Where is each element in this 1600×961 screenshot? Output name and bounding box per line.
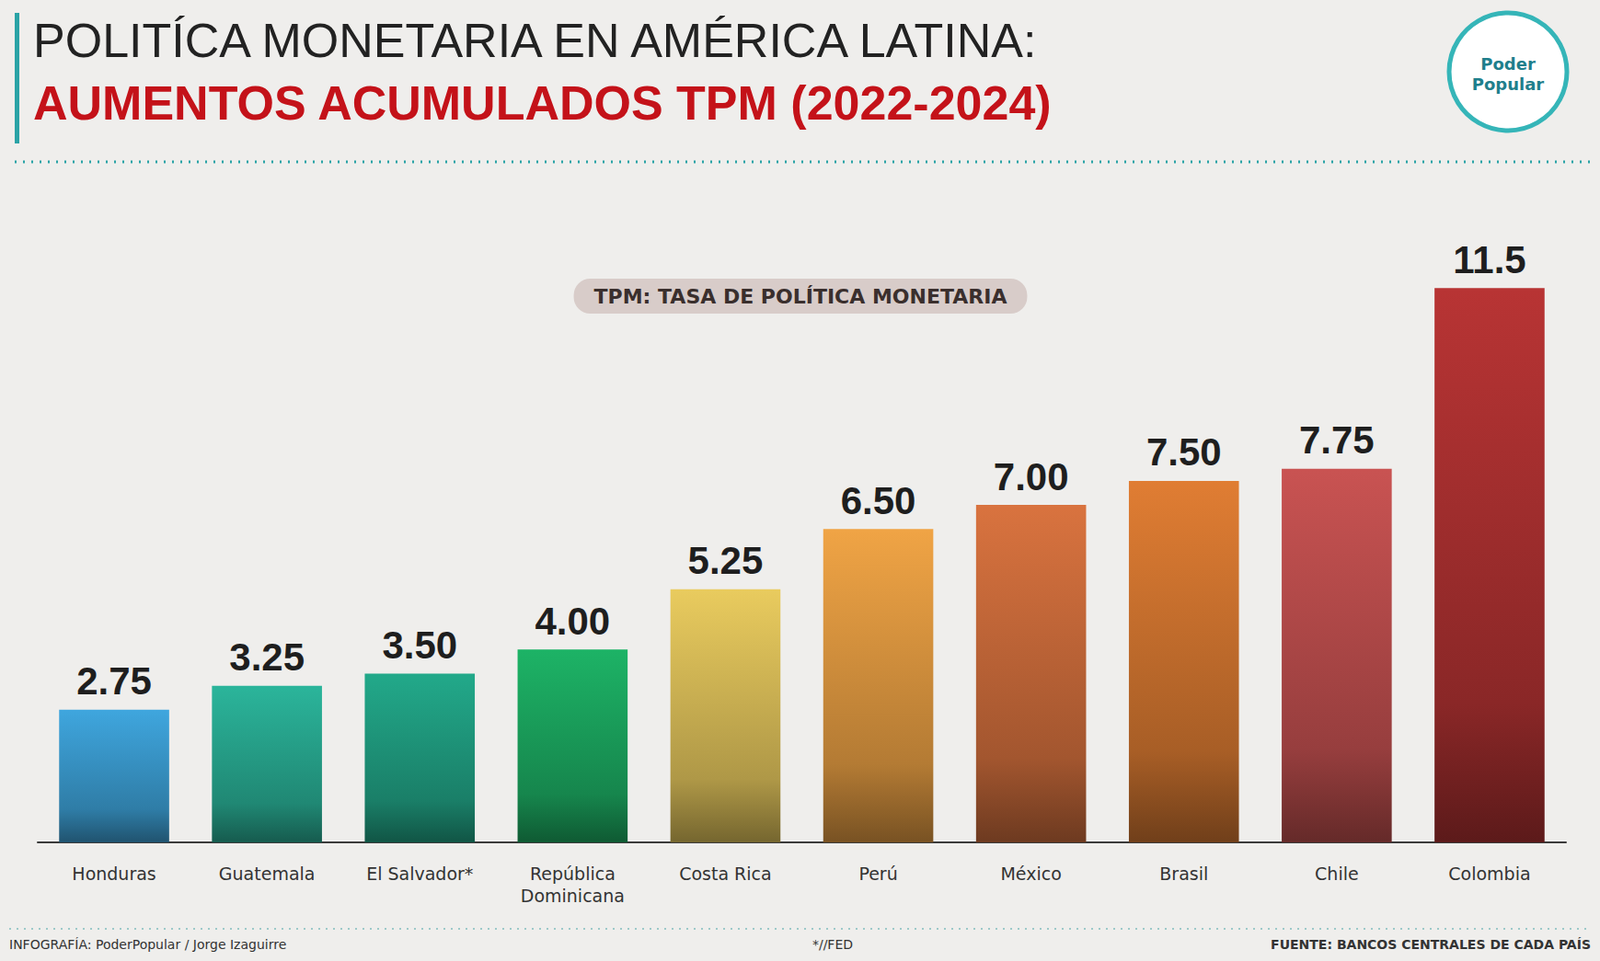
- svg-text:7.50: 7.50: [1146, 430, 1222, 474]
- svg-text:Chile: Chile: [1314, 863, 1359, 885]
- svg-text:República: República: [529, 863, 616, 885]
- svg-text:Perú: Perú: [858, 863, 898, 885]
- svg-text:Costa Rica: Costa Rica: [679, 863, 772, 885]
- svg-text:4.00: 4.00: [534, 599, 611, 644]
- svg-text:11.5: 11.5: [1452, 238, 1526, 282]
- svg-text:El Salvador*: El Salvador*: [366, 863, 473, 885]
- svg-text:5.25: 5.25: [688, 539, 764, 583]
- svg-text:POLITÍCA MONETARIA EN AMÉRICA: POLITÍCA MONETARIA EN AMÉRICA LATINA:: [33, 13, 1036, 68]
- svg-text:7.00: 7.00: [993, 455, 1070, 499]
- svg-text:3.50: 3.50: [381, 623, 458, 668]
- svg-text:7.75: 7.75: [1299, 418, 1375, 462]
- svg-text:6.50: 6.50: [840, 479, 917, 523]
- svg-text:Dominicana: Dominicana: [520, 886, 625, 907]
- svg-text:3.25: 3.25: [229, 635, 305, 680]
- svg-text:México: México: [1000, 863, 1061, 885]
- svg-text:FUENTE: BANCOS CENTRALES DE CA: FUENTE: BANCOS CENTRALES DE CADA PAÍS: [1270, 937, 1591, 953]
- svg-text:Colombia: Colombia: [1448, 863, 1531, 885]
- svg-text:Popular: Popular: [1472, 74, 1545, 94]
- svg-text:Honduras: Honduras: [71, 863, 156, 885]
- svg-text:AUMENTOS ACUMULADOS TPM (2022-: AUMENTOS ACUMULADOS TPM (2022-2024): [33, 76, 1052, 130]
- svg-text:Brasil: Brasil: [1159, 863, 1209, 885]
- svg-text:*//FED: *//FED: [812, 937, 853, 953]
- svg-text:2.75: 2.75: [76, 659, 152, 703]
- svg-text:Poder: Poder: [1480, 54, 1536, 74]
- svg-text:Guatemala: Guatemala: [218, 863, 316, 885]
- svg-text:INFOGRAFÍA: PoderPopular / Jor: INFOGRAFÍA: PoderPopular / Jorge Izaguir…: [9, 937, 287, 953]
- svg-text:TPM: TASA DE POLÍTICA MONETARI: TPM: TASA DE POLÍTICA MONETARIA: [594, 285, 1008, 309]
